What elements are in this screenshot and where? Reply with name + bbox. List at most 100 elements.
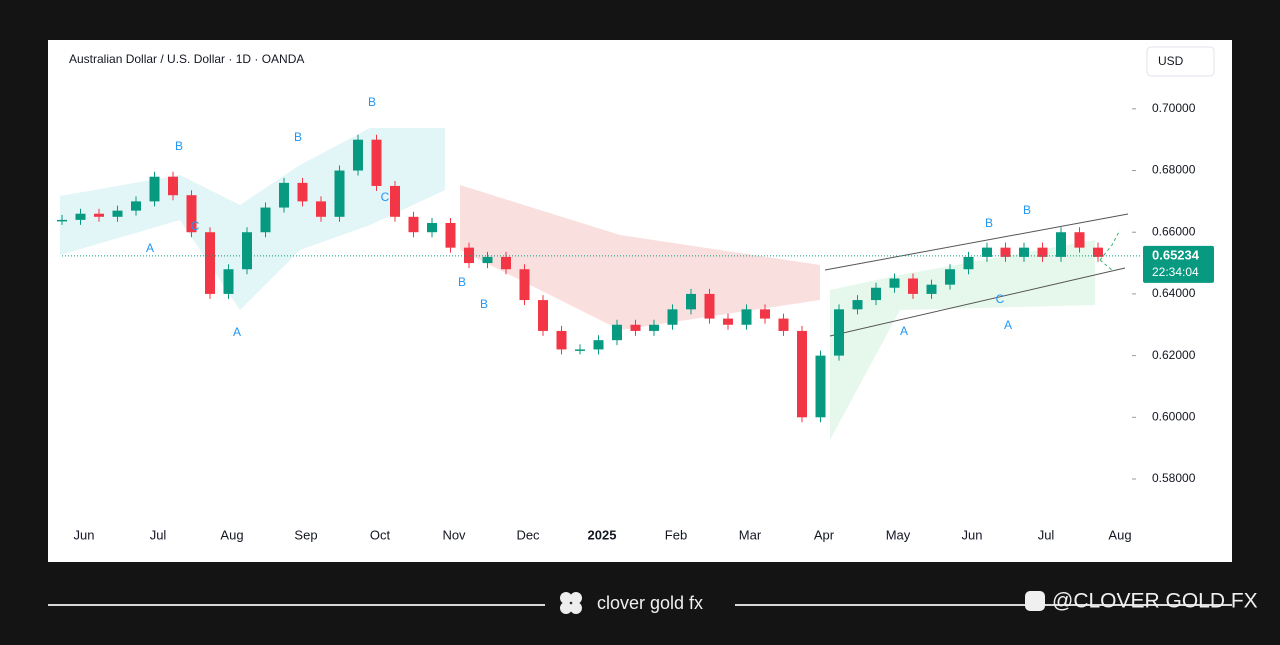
x-tick-label: 2025 bbox=[588, 527, 617, 542]
candle bbox=[57, 219, 67, 222]
candle bbox=[260, 207, 271, 233]
candle bbox=[168, 176, 178, 196]
facebook-icon bbox=[1025, 591, 1045, 611]
candle bbox=[482, 256, 493, 264]
candle bbox=[852, 300, 863, 310]
candle bbox=[279, 182, 289, 208]
handle: @CLOVER GOLD FX bbox=[1052, 590, 1258, 613]
pattern-label: C bbox=[381, 190, 390, 204]
candle bbox=[1019, 247, 1029, 257]
candle bbox=[704, 293, 715, 319]
x-tick-label: Dec bbox=[516, 527, 540, 542]
y-tick-label: 0.66000 bbox=[1152, 224, 1196, 238]
pattern-label: A bbox=[1004, 318, 1012, 332]
pattern-label: C bbox=[191, 219, 200, 233]
candle bbox=[445, 222, 456, 248]
plot: 0.58000 0.60000 0.62000 0.64000 0.66000 0.680… bbox=[57, 95, 1214, 542]
y-tick-label: 0.68000 bbox=[1152, 163, 1196, 177]
x-tick-label: Aug bbox=[220, 527, 243, 542]
y-tick-label: 0.70000 bbox=[1152, 101, 1196, 115]
candle bbox=[926, 284, 937, 294]
candle bbox=[1037, 247, 1048, 257]
pattern-label: A bbox=[233, 325, 241, 339]
pattern-label: A bbox=[146, 241, 154, 255]
candle bbox=[94, 213, 104, 217]
candle bbox=[612, 324, 622, 341]
candle bbox=[945, 269, 955, 285]
last-price-box bbox=[1143, 245, 1214, 283]
candle bbox=[371, 139, 382, 186]
candle bbox=[1000, 247, 1011, 257]
x-tick-label: Jul bbox=[150, 527, 167, 542]
candle bbox=[75, 213, 86, 220]
x-tick-label: Mar bbox=[739, 527, 762, 542]
pattern-label: B bbox=[368, 95, 376, 109]
x-tick-label: Apr bbox=[814, 527, 835, 542]
clover-icon bbox=[560, 592, 582, 614]
y-tick-label: 0.58000 bbox=[1152, 471, 1196, 485]
candle bbox=[501, 256, 511, 270]
pattern-label: B bbox=[294, 130, 302, 144]
candle bbox=[723, 318, 733, 325]
brand: clover gold fx bbox=[597, 593, 703, 613]
candle bbox=[538, 300, 548, 331]
candle bbox=[834, 309, 844, 356]
pattern-label: B bbox=[175, 139, 183, 153]
candle bbox=[1056, 232, 1066, 257]
candle bbox=[242, 232, 252, 270]
candle bbox=[1074, 232, 1085, 248]
candle bbox=[575, 349, 585, 351]
countdown: 22:34:04 bbox=[1152, 265, 1199, 279]
candle bbox=[316, 201, 326, 217]
x-tick-label: Feb bbox=[665, 527, 687, 542]
candle bbox=[815, 355, 826, 418]
x-tick-label: Jun bbox=[962, 527, 983, 542]
band bbox=[460, 185, 820, 330]
candle bbox=[760, 309, 770, 319]
pattern-label: B bbox=[985, 216, 993, 230]
candle bbox=[593, 340, 604, 350]
x-tick-label: Jun bbox=[74, 527, 95, 542]
chart-title: Australian Dollar / U.S. Dollar · 1D · O… bbox=[69, 52, 304, 66]
candle bbox=[889, 278, 900, 288]
pattern-label: C bbox=[996, 292, 1005, 306]
candle bbox=[131, 201, 141, 211]
candle bbox=[1093, 247, 1103, 257]
projection bbox=[1099, 229, 1121, 271]
currency: USD bbox=[1158, 54, 1184, 68]
candle bbox=[186, 195, 197, 233]
candle bbox=[630, 324, 641, 331]
candle bbox=[297, 182, 308, 202]
candle bbox=[205, 232, 215, 294]
candle bbox=[223, 269, 234, 294]
candle bbox=[908, 278, 918, 294]
candle bbox=[427, 222, 437, 233]
candle bbox=[464, 247, 474, 264]
candle bbox=[871, 287, 881, 301]
candle bbox=[149, 176, 160, 202]
pattern-label: B bbox=[480, 297, 488, 311]
candle bbox=[649, 324, 659, 331]
candle bbox=[353, 139, 363, 171]
channel-line bbox=[824, 213, 1129, 271]
candle bbox=[390, 185, 400, 217]
pattern-label: B bbox=[1023, 203, 1031, 217]
y-tick-label: 0.64000 bbox=[1152, 286, 1196, 300]
y-tick-label: 0.62000 bbox=[1152, 348, 1196, 362]
candle bbox=[778, 318, 789, 331]
pattern-label: B bbox=[458, 275, 466, 289]
channel-line bbox=[829, 267, 1126, 337]
candle bbox=[519, 269, 530, 301]
candle bbox=[112, 210, 123, 217]
candle bbox=[982, 247, 992, 257]
pattern-label: A bbox=[900, 324, 908, 338]
candle bbox=[741, 309, 752, 325]
candle bbox=[797, 330, 807, 418]
x-tick-label: May bbox=[886, 527, 911, 542]
x-tick-label: Nov bbox=[442, 527, 466, 542]
band bbox=[60, 128, 445, 310]
candle bbox=[408, 216, 419, 233]
